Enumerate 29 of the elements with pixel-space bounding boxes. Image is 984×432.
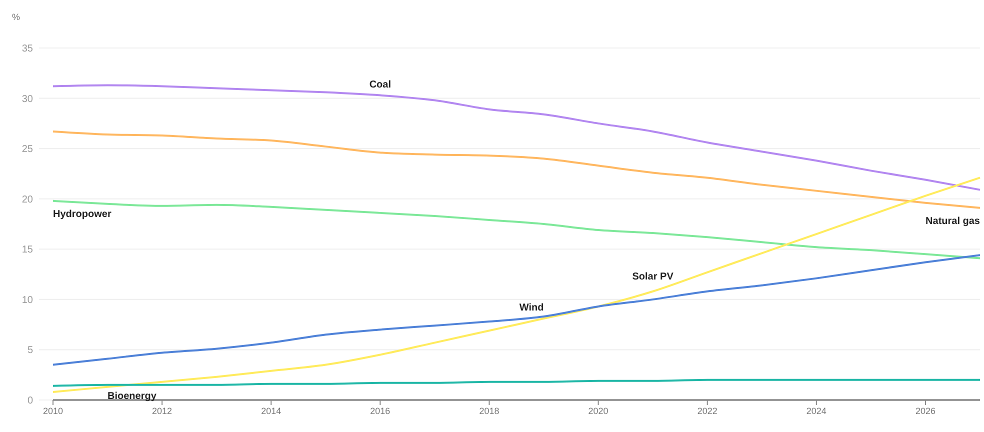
line-series bbox=[52, 254, 981, 366]
series-label: Natural gas bbox=[926, 216, 980, 227]
series-label: Solar PV bbox=[632, 271, 674, 282]
x-tick-label: 2024 bbox=[806, 406, 826, 416]
y-tick-label: 20 bbox=[22, 194, 34, 206]
y-tick-label: 10 bbox=[22, 294, 34, 306]
x-tick-label: 2016 bbox=[370, 406, 390, 416]
y-axis-title: % bbox=[12, 12, 20, 22]
line-series bbox=[52, 176, 981, 393]
series-label: Coal bbox=[369, 79, 392, 90]
x-tick-label: 2012 bbox=[152, 406, 172, 416]
y-tick-label: 5 bbox=[27, 345, 34, 356]
x-tick-label: 2018 bbox=[479, 406, 500, 416]
series-label: Bioenergy bbox=[108, 390, 157, 402]
line-series bbox=[52, 378, 981, 387]
x-tick-label: 2014 bbox=[261, 406, 282, 416]
series-label: Hydropower bbox=[53, 208, 112, 220]
line-series bbox=[52, 130, 981, 209]
y-tick-label: 35 bbox=[22, 44, 34, 54]
y-tick-label: 0 bbox=[27, 396, 34, 406]
line-series bbox=[52, 200, 981, 260]
y-tick-label: 25 bbox=[22, 144, 34, 156]
series-label: Wind bbox=[519, 302, 544, 314]
x-tick-label: 2010 bbox=[42, 406, 64, 416]
x-tick-label: 2026 bbox=[915, 406, 936, 416]
x-tick-label: 2022 bbox=[697, 406, 718, 416]
y-tick-label: 15 bbox=[22, 244, 34, 256]
x-tick-label: 2020 bbox=[588, 406, 608, 416]
y-tick-label: 30 bbox=[22, 94, 34, 105]
